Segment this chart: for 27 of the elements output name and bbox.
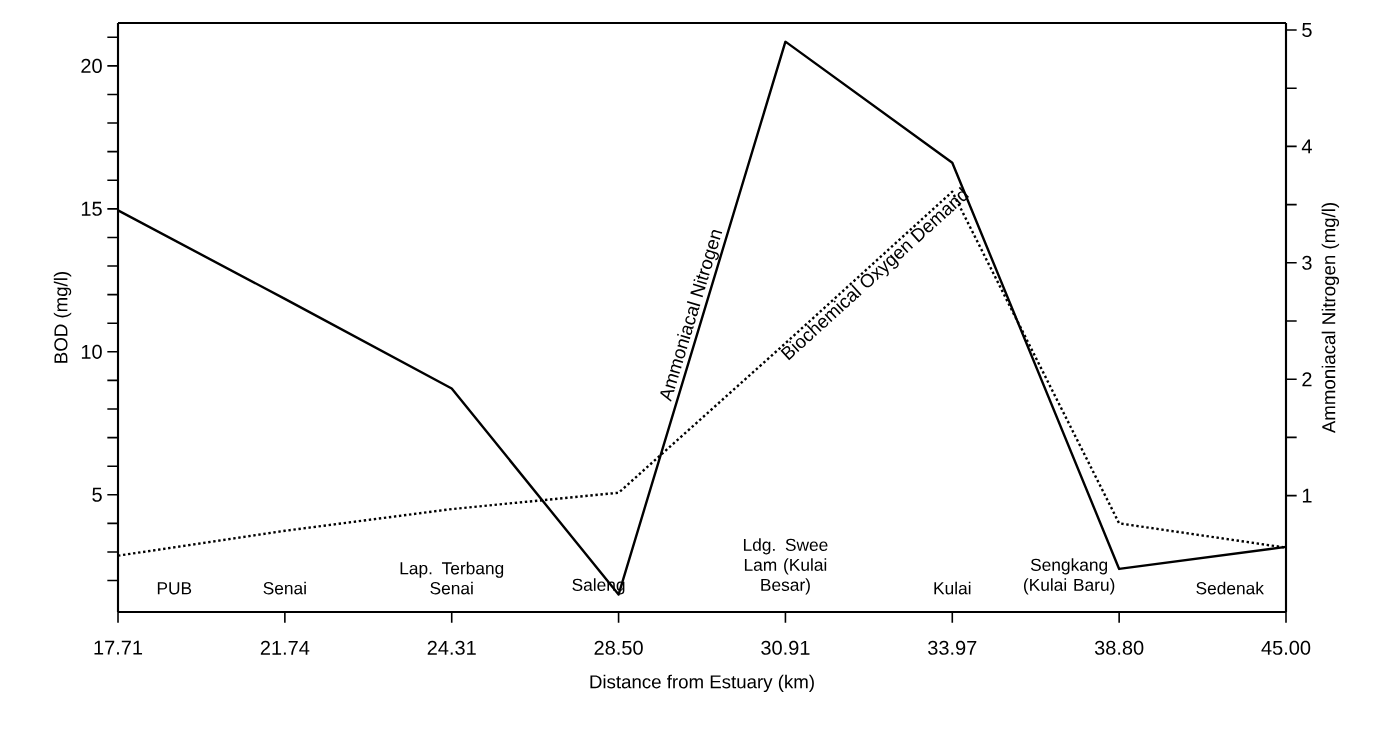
x-tick-label: 28.50 xyxy=(594,640,643,655)
x-tick-label: 38.80 xyxy=(1094,640,1144,655)
x-tick-label: 21.74 xyxy=(260,640,310,655)
x-tick-label: 24.31 xyxy=(427,640,476,655)
y-axis-title: BOD (mg/l) xyxy=(53,272,72,363)
y2-axis-title: Ammoniacal Nitrogen (mg/l) xyxy=(1321,203,1340,434)
annotation: Senai xyxy=(263,581,306,595)
y2-tick-label: 5 xyxy=(1302,23,1312,37)
annotation: Ldg. Swee Lam (Kulai Besar) xyxy=(743,538,828,595)
x-tick-label: 17.71 xyxy=(94,640,143,655)
y2-tick-label: 3 xyxy=(1302,255,1312,270)
y-tick-label: 10 xyxy=(81,344,102,359)
y-tick-label: 15 xyxy=(81,201,102,216)
annotation: Lap. Terbang Senai xyxy=(400,561,504,595)
y2-tick-label: 2 xyxy=(1302,372,1312,387)
annotation: Sengkang (Kulai Baru) xyxy=(1023,558,1115,595)
y2-tick-label: 4 xyxy=(1301,139,1312,154)
y-tick-label: 20 xyxy=(81,58,102,73)
x-axis-title: Distance from Estuary (km) xyxy=(590,674,814,693)
x-tick-label: 45.00 xyxy=(1261,640,1311,655)
annotation: Kulai xyxy=(934,581,971,595)
x-tick-label: 30.91 xyxy=(761,640,810,655)
y2-tick-label: 1 xyxy=(1302,488,1312,503)
y-tick-label: 5 xyxy=(92,487,102,502)
annotation: Sedenak xyxy=(1196,581,1264,595)
x-tick-label: 33.97 xyxy=(928,640,977,655)
annotation: PUB xyxy=(157,582,192,595)
